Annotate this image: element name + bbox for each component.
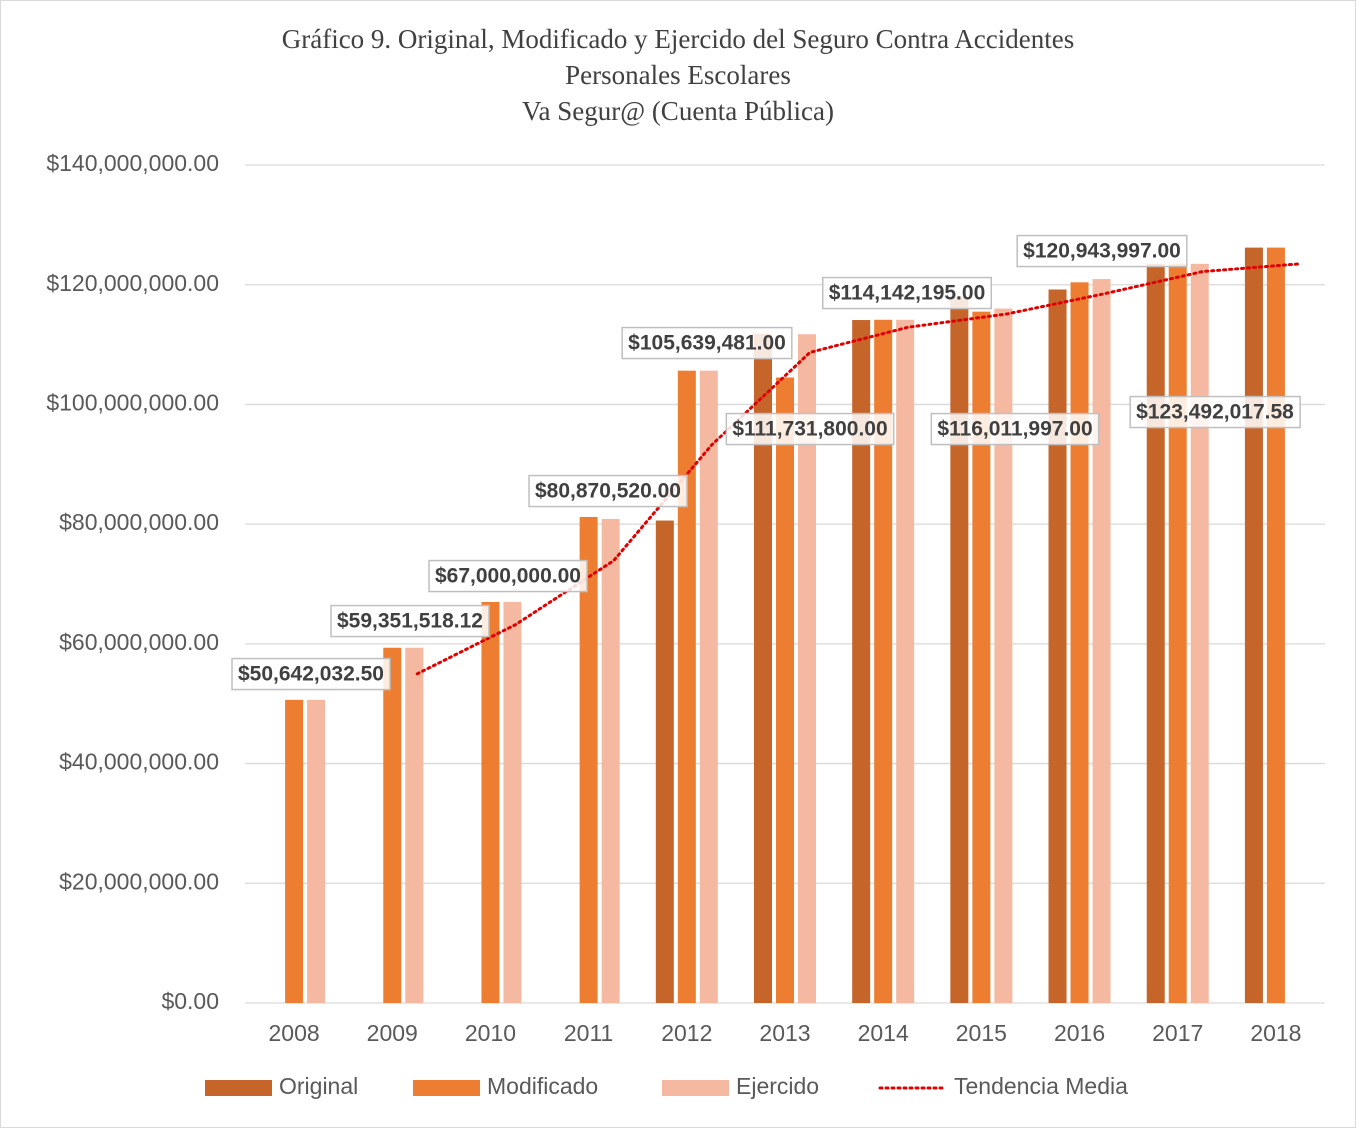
x-tick-label: 2013: [759, 1020, 810, 1046]
bar: [655, 520, 674, 1003]
x-tick-label: 2015: [956, 1020, 1007, 1046]
chart-title: Personales Escolares: [565, 60, 791, 90]
data-label-box: [1129, 395, 1301, 429]
y-tick-label: $0.00: [161, 988, 219, 1014]
data-label: $105,639,481.00: [628, 332, 786, 355]
bar: [798, 334, 816, 1003]
legend-swatch: [413, 1080, 480, 1096]
y-tick-label: $140,000,000.00: [46, 150, 219, 176]
bar: [1190, 263, 1209, 1003]
legend-swatch: [205, 1080, 272, 1096]
legend-label: Modificado: [487, 1073, 598, 1099]
x-tick-label: 2016: [1054, 1020, 1105, 1046]
chart-title: Va Segur@ (Cuenta Pública): [522, 96, 834, 126]
y-tick-label: $100,000,000.00: [46, 390, 219, 416]
chart-title: Gráfico 9. Original, Modificado y Ejerci…: [282, 24, 1075, 54]
bar: [852, 320, 871, 1003]
x-tick-label: 2014: [858, 1020, 909, 1046]
bar: [1048, 289, 1067, 1003]
bar: [579, 516, 598, 1003]
x-tick-label: 2008: [269, 1020, 320, 1046]
bar: [972, 311, 991, 1003]
x-tick-label: 2011: [564, 1020, 613, 1046]
bar: [383, 647, 402, 1003]
data-label: $50,642,032.50: [238, 663, 384, 686]
bar: [699, 370, 718, 1003]
y-tick-label: $80,000,000.00: [59, 509, 219, 535]
data-label-box: [330, 604, 490, 638]
data-label: $67,000,000.00: [435, 565, 581, 588]
data-label-box: [725, 412, 895, 446]
bar: [481, 601, 500, 1003]
bar: [896, 319, 915, 1003]
data-label-box: [822, 276, 992, 310]
bar: [776, 377, 794, 1003]
x-tick-label: 2010: [465, 1020, 516, 1046]
bar: [754, 333, 772, 1004]
bar: [285, 699, 304, 1003]
legend-label: Ejercido: [736, 1073, 819, 1099]
data-label-box: [1016, 234, 1188, 268]
bar: [601, 518, 620, 1003]
bar: [677, 370, 696, 1003]
data-label: $114,142,195.00: [829, 282, 986, 305]
x-tick-label: 2018: [1250, 1020, 1301, 1046]
data-label: $59,351,518.12: [337, 610, 483, 633]
bar: [1168, 263, 1187, 1003]
data-label-box: [428, 559, 588, 593]
y-tick-label: $60,000,000.00: [59, 629, 219, 655]
bar: [405, 647, 424, 1003]
data-label-box: [528, 474, 688, 508]
bar: [1244, 247, 1263, 1004]
y-tick-label: $20,000,000.00: [59, 868, 219, 894]
bar: [1146, 263, 1165, 1003]
bar: [1266, 247, 1285, 1004]
data-label-box: [231, 657, 391, 691]
x-tick-label: 2009: [367, 1020, 418, 1046]
data-label: $120,943,997.00: [1023, 240, 1181, 263]
data-label-box: [930, 412, 1100, 446]
bar: [994, 308, 1013, 1003]
data-label: $80,870,520.00: [535, 480, 681, 503]
bar: [1070, 282, 1089, 1003]
bar: [503, 601, 522, 1003]
bar: [307, 699, 326, 1003]
bar: [950, 296, 969, 1004]
x-tick-label: 2012: [661, 1020, 712, 1046]
x-tick-label: 2017: [1152, 1020, 1203, 1046]
data-label-box: [621, 326, 793, 360]
legend-swatch: [662, 1080, 729, 1096]
bar: [874, 319, 893, 1003]
trend-line: [415, 262, 1303, 676]
y-tick-label: $40,000,000.00: [59, 749, 219, 775]
legend-label: Original: [279, 1073, 358, 1099]
data-label: $123,492,017.58: [1136, 401, 1294, 424]
data-label: $111,731,800.00: [732, 418, 887, 441]
bar: [1092, 279, 1111, 1003]
legend-label: Tendencia Media: [954, 1073, 1128, 1099]
y-tick-label: $120,000,000.00: [46, 270, 219, 296]
data-label: $116,011,997.00: [937, 418, 1092, 441]
